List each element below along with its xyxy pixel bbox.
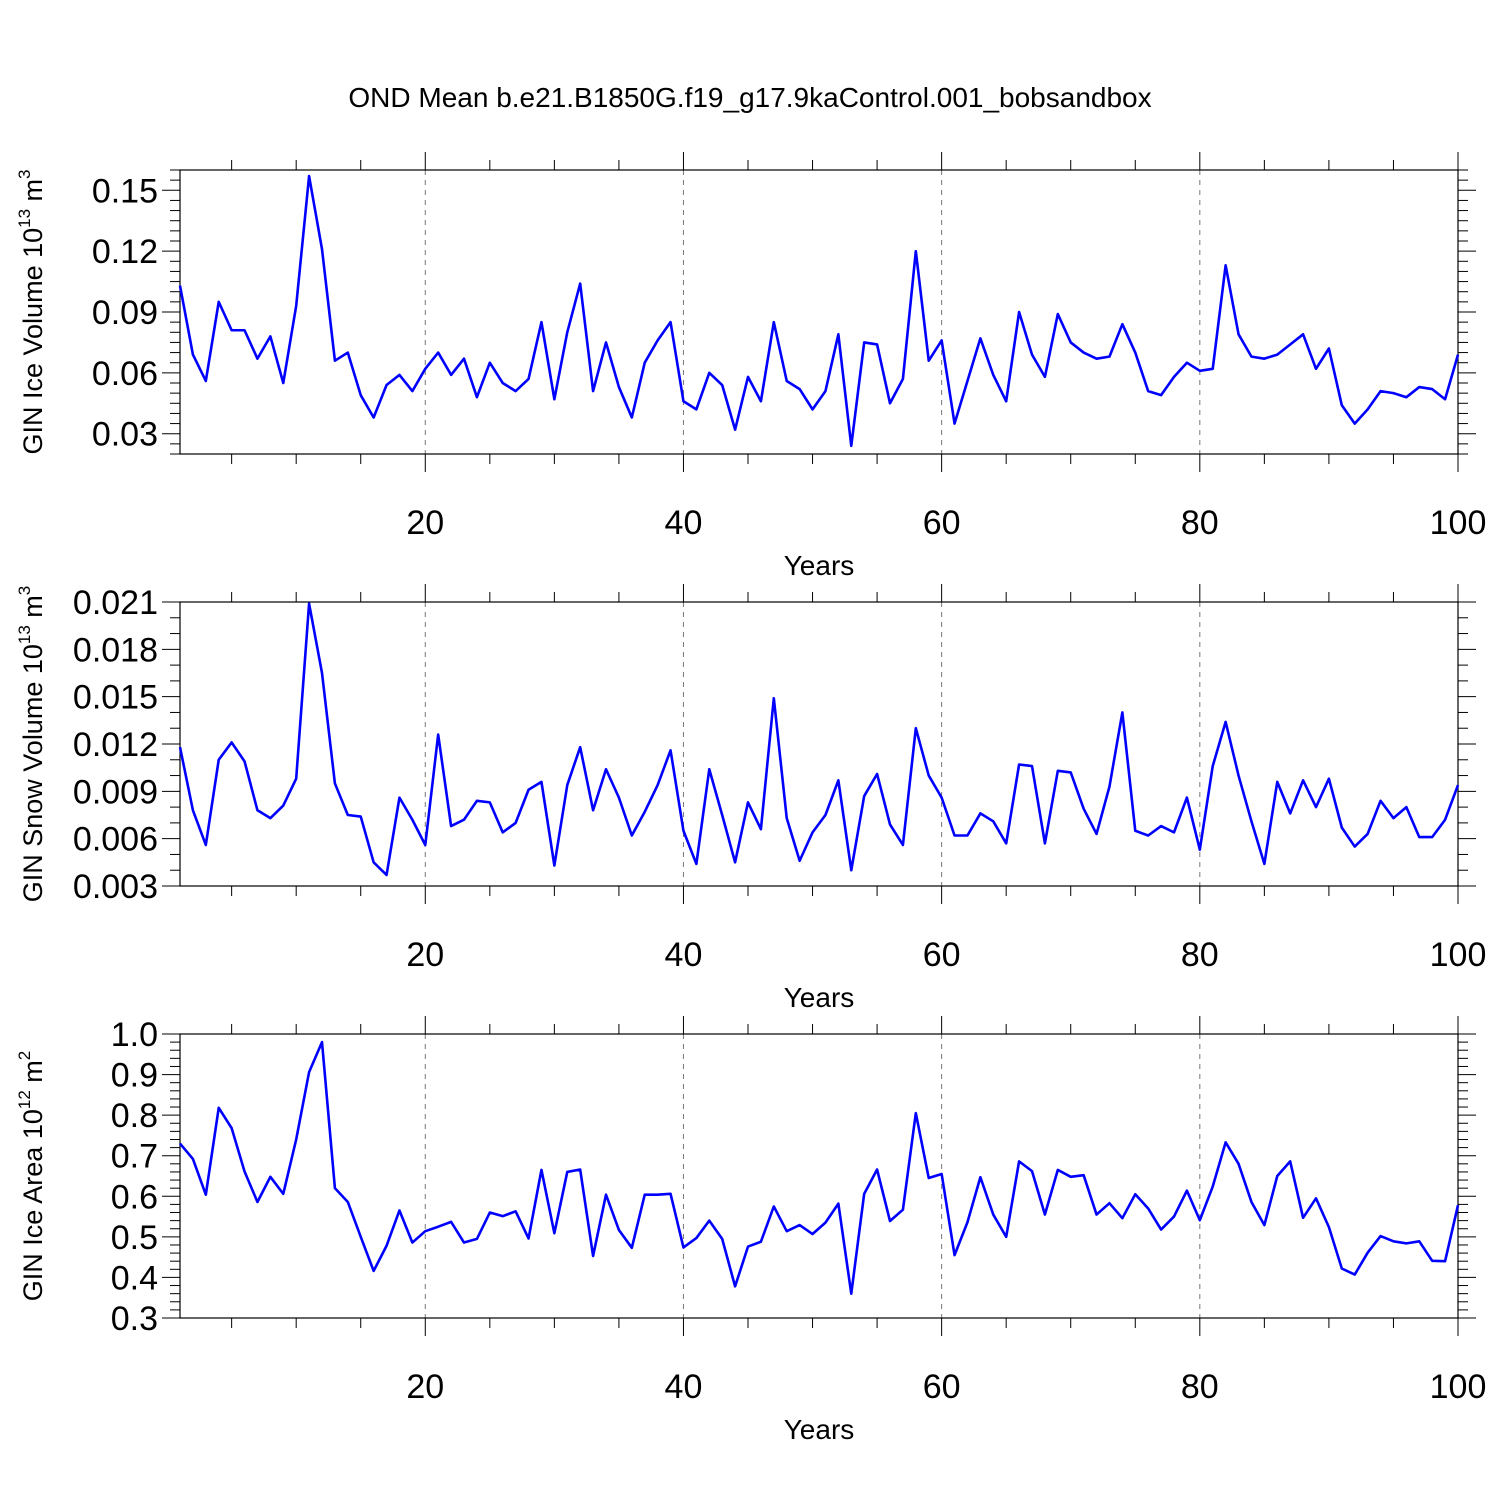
y-tick-label: 0.012 [73, 726, 158, 764]
series-line [179, 1040, 1460, 1295]
y-axis-label: GIN Ice Volume 1013 m3 [15, 169, 48, 454]
y-axis-label: GIN Ice Area 1012 m2 [15, 1051, 48, 1302]
x-tick-label: 100 [1430, 1368, 1487, 1406]
y-tick-label: 0.009 [73, 773, 158, 811]
y-tick-label: 0.7 [111, 1138, 158, 1176]
plot-frame [179, 169, 1459, 455]
panel-3: 0.30.40.50.60.70.80.91.0 20 40 60 80 100 Years… [15, 1016, 1486, 1445]
plot-frame [179, 1033, 1459, 1319]
x-tick-label: 100 [1430, 504, 1487, 542]
series-line [178, 174, 1460, 448]
x-axis-label: Years [784, 1414, 855, 1445]
plot-frame [179, 601, 1459, 887]
x-axis-label: Years [784, 550, 855, 581]
x-axis-label: Years [784, 982, 855, 1013]
x-tick-label: 40 [665, 504, 703, 542]
y-tick-label: 0.003 [73, 868, 158, 906]
x-tick-label: 20 [406, 936, 444, 974]
series-line [178, 602, 1460, 877]
y-tick-label: 0.006 [73, 821, 158, 859]
y-tick-label: 0.9 [111, 1057, 158, 1095]
y-tick-label: 0.09 [92, 294, 158, 332]
x-tick-label: 60 [923, 1368, 961, 1406]
chart-title: OND Mean b.e21.B1850G.f19_g17.9kaControl… [348, 82, 1151, 113]
y-tick-label: 0.8 [111, 1097, 158, 1135]
y-tick-label: 0.06 [92, 355, 158, 393]
y-tick-label: 0.03 [92, 416, 158, 454]
y-tick-label: 0.015 [73, 679, 158, 717]
y-tick-label: 0.5 [111, 1219, 158, 1257]
panel-1: 0.03 0.06 0.09 0.12 0.15 20 40 60 80 100 Years GIN … [15, 152, 1486, 581]
y-tick-label: 0.3 [111, 1300, 158, 1338]
x-tick-label: 20 [406, 1368, 444, 1406]
y-tick-label: 1.0 [111, 1016, 158, 1054]
y-tick-label: 0.15 [92, 172, 158, 210]
x-tick-label: 40 [665, 936, 703, 974]
x-tick-label: 60 [923, 504, 961, 542]
y-tick-label: 0.12 [92, 233, 158, 271]
x-tick-label: 80 [1181, 504, 1219, 542]
x-tick-label: 100 [1430, 936, 1487, 974]
y-tick-label: 0.021 [73, 584, 158, 622]
x-tick-label: 80 [1181, 936, 1219, 974]
x-tick-label: 40 [665, 1368, 703, 1406]
y-axis-label: GIN Snow Volume 1013 m3 [15, 586, 48, 903]
y-tick-label: 0.4 [111, 1259, 158, 1297]
panel-2: 0.003 0.006 0.009 0.012 0.015 0.018 0.021 20 40 6… [15, 584, 1486, 1013]
x-tick-label: 80 [1181, 1368, 1219, 1406]
y-tick-label: 0.018 [73, 631, 158, 669]
x-tick-label: 60 [923, 936, 961, 974]
x-tick-label: 20 [406, 504, 444, 542]
y-tick-label: 0.6 [111, 1178, 158, 1216]
